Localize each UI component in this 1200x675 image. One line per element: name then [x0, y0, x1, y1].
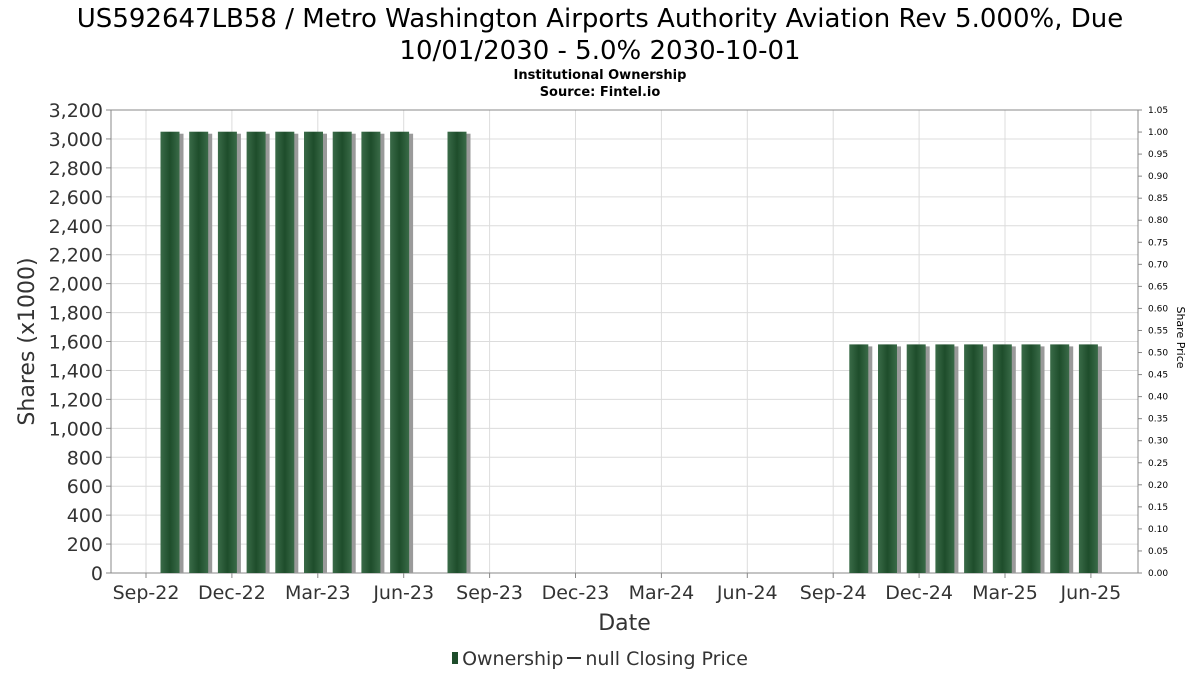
x-tick-label: Dec-24: [885, 582, 953, 604]
y2-tick-label: 0.00: [1148, 569, 1168, 579]
y-tick-label: 2,400: [49, 216, 103, 238]
legend-ownership-label: Ownership: [462, 648, 564, 670]
y-tick-label: 600: [67, 476, 103, 498]
bars: [160, 131, 1102, 573]
y-tick-label: 800: [67, 447, 103, 469]
y2-tick-label: 0.65: [1148, 282, 1168, 292]
x-tick-label: Mar-23: [285, 582, 351, 604]
y2-tick-label: 0.55: [1148, 326, 1168, 336]
y2-tick-label: 1.05: [1148, 106, 1168, 116]
ownership-bar: [390, 131, 410, 573]
y2-tick-label: 0.95: [1148, 150, 1168, 160]
y2-tick-label: 0.10: [1148, 525, 1168, 535]
ownership-bar: [1050, 344, 1070, 573]
ownership-bar: [189, 131, 209, 573]
y-tick-label: 2,000: [49, 274, 103, 296]
ownership-bar: [304, 131, 323, 573]
x-tick-label: Jun-25: [1060, 582, 1122, 604]
x-tick-label: Sep-22: [113, 582, 180, 604]
ownership-legend-swatch: [452, 652, 459, 664]
legend: Ownership null Closing Price: [0, 648, 1200, 670]
y2-axis: 0.00 0.05 0.10 0.15 0.20 0.25 0.30 0.35 0.40 0.45…: [1138, 106, 1168, 579]
ownership-bar: [361, 131, 381, 573]
y2-tick-label: 0.25: [1148, 459, 1168, 469]
y2-tick-label: 0.35: [1148, 415, 1168, 425]
y2-tick-label: 0.85: [1148, 194, 1168, 204]
ownership-bar: [447, 131, 467, 573]
y2-tick-label: 0.40: [1148, 393, 1168, 403]
ownership-bar: [992, 344, 1012, 573]
x-tick-label: Dec-23: [542, 582, 610, 604]
ownership-bar: [275, 131, 295, 573]
ownership-bar: [1078, 344, 1098, 573]
x-tick-label: Jun-23: [372, 582, 434, 604]
y2-tick-label: 0.45: [1148, 371, 1168, 381]
y-tick-label: 1,000: [49, 418, 103, 440]
y2-tick-label: 0.80: [1148, 216, 1168, 226]
y2-tick-label: 0.70: [1148, 260, 1168, 270]
x-tick-label: Sep-24: [800, 582, 867, 604]
x-tick-label: Mar-24: [629, 582, 695, 604]
y-tick-label: 2,600: [49, 187, 103, 209]
y-axis-label: Shares (x1000): [15, 257, 40, 425]
chart-subtitle: Institutional Ownership: [513, 68, 687, 83]
y-tick-label: 2,200: [49, 245, 103, 267]
y-tick-label: 1,800: [49, 303, 103, 325]
ownership-bar: [246, 131, 266, 573]
chart-title-line1: US592647LB58 / Metro Washington Airports…: [76, 4, 1124, 34]
ownership-bar: [160, 131, 180, 573]
y-tick-label: 200: [67, 534, 103, 556]
y-tick-label: 3,200: [49, 100, 103, 122]
ownership-bar: [217, 131, 237, 573]
ownership-bar: [964, 344, 984, 573]
y-tick-label: 1,600: [49, 332, 103, 354]
x-tick-label: Sep-23: [456, 582, 523, 604]
ownership-bar: [332, 131, 352, 573]
price-legend-swatch: [567, 657, 582, 659]
y2-tick-label: 1.00: [1148, 128, 1168, 138]
y-tick-label: 2,800: [49, 158, 103, 180]
ownership-bar: [849, 344, 869, 573]
y-tick-label: 1,400: [49, 360, 103, 382]
y2-tick-label: 0.15: [1148, 503, 1168, 513]
legend-price-label: null Closing Price: [585, 648, 748, 670]
x-tick-label: Jun-24: [716, 582, 778, 604]
ownership-bar: [935, 344, 955, 573]
x-tick-label: Dec-22: [198, 582, 266, 604]
y2-tick-label: 0.75: [1148, 238, 1168, 248]
y2-tick-label: 0.50: [1148, 349, 1168, 359]
ownership-bar: [1021, 344, 1041, 573]
y2-tick-label: 0.60: [1148, 304, 1168, 314]
y2-tick-label: 0.20: [1148, 481, 1168, 491]
ownership-bar: [878, 344, 897, 573]
y-axis: 0 200 400 600 800 1,000 1,200 1,400 1,600 1,800 2,…: [49, 100, 111, 585]
y-tick-label: 3,000: [49, 129, 103, 151]
ownership-bar: [906, 344, 926, 573]
y2-tick-label: 0.05: [1148, 547, 1168, 557]
y-tick-label: 400: [67, 505, 103, 527]
x-axis: Sep-22 Dec-22 Mar-23 Jun-23 Sep-23 Dec-23 Mar-…: [113, 573, 1122, 604]
y-tick-label: 1,200: [49, 389, 103, 411]
y-tick-label: 0: [91, 563, 103, 585]
x-tick-label: Mar-25: [972, 582, 1038, 604]
y2-tick-label: 0.30: [1148, 437, 1168, 447]
y2-tick-label: 0.90: [1148, 172, 1168, 182]
chart-title-line2: 10/01/2030 - 5.0% 2030-10-01: [399, 36, 801, 66]
y2-axis-label: Share Price: [1174, 306, 1187, 368]
x-axis-label: Date: [598, 611, 651, 636]
chart-source: Source: Fintel.io: [539, 85, 661, 100]
